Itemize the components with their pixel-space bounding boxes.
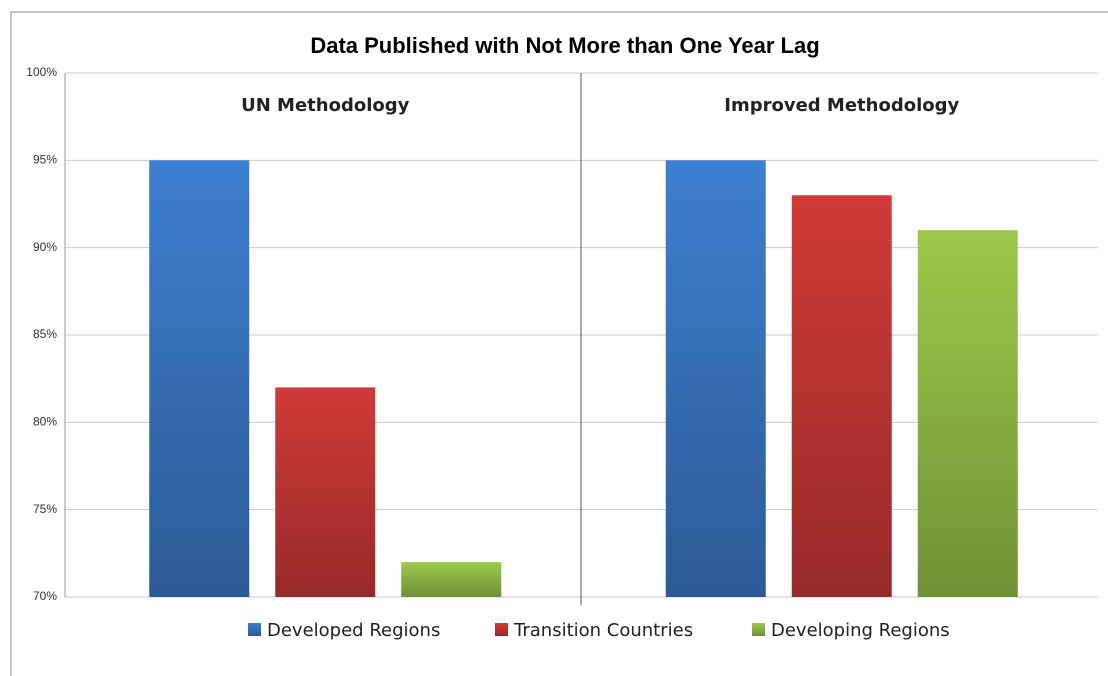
legend-label: Transition Countries [513,620,693,641]
y-tick-label: 75% [33,502,57,516]
bar [665,160,766,598]
y-tick-label: 80% [33,415,57,429]
bar [917,230,1018,597]
legend-label: Developed Regions [267,620,440,641]
legend-swatch [248,623,261,636]
frame [10,11,1108,676]
bar [149,160,250,598]
y-tick-label: 100% [26,65,57,79]
y-tick-label: 90% [33,240,57,254]
legend-swatch [495,623,508,636]
legend-swatch [752,623,765,636]
bar [275,387,376,597]
y-tick-label: 95% [33,153,57,167]
bar [401,562,502,597]
legend-label: Developing Regions [771,620,950,641]
bar [791,195,892,597]
group-label: UN Methodology [241,95,410,116]
y-tick-label: 70% [33,589,57,603]
group-label: Improved Methodology [724,95,959,116]
y-tick-label: 85% [33,327,57,341]
chart-title: Data Published with Not More than One Ye… [310,33,819,58]
